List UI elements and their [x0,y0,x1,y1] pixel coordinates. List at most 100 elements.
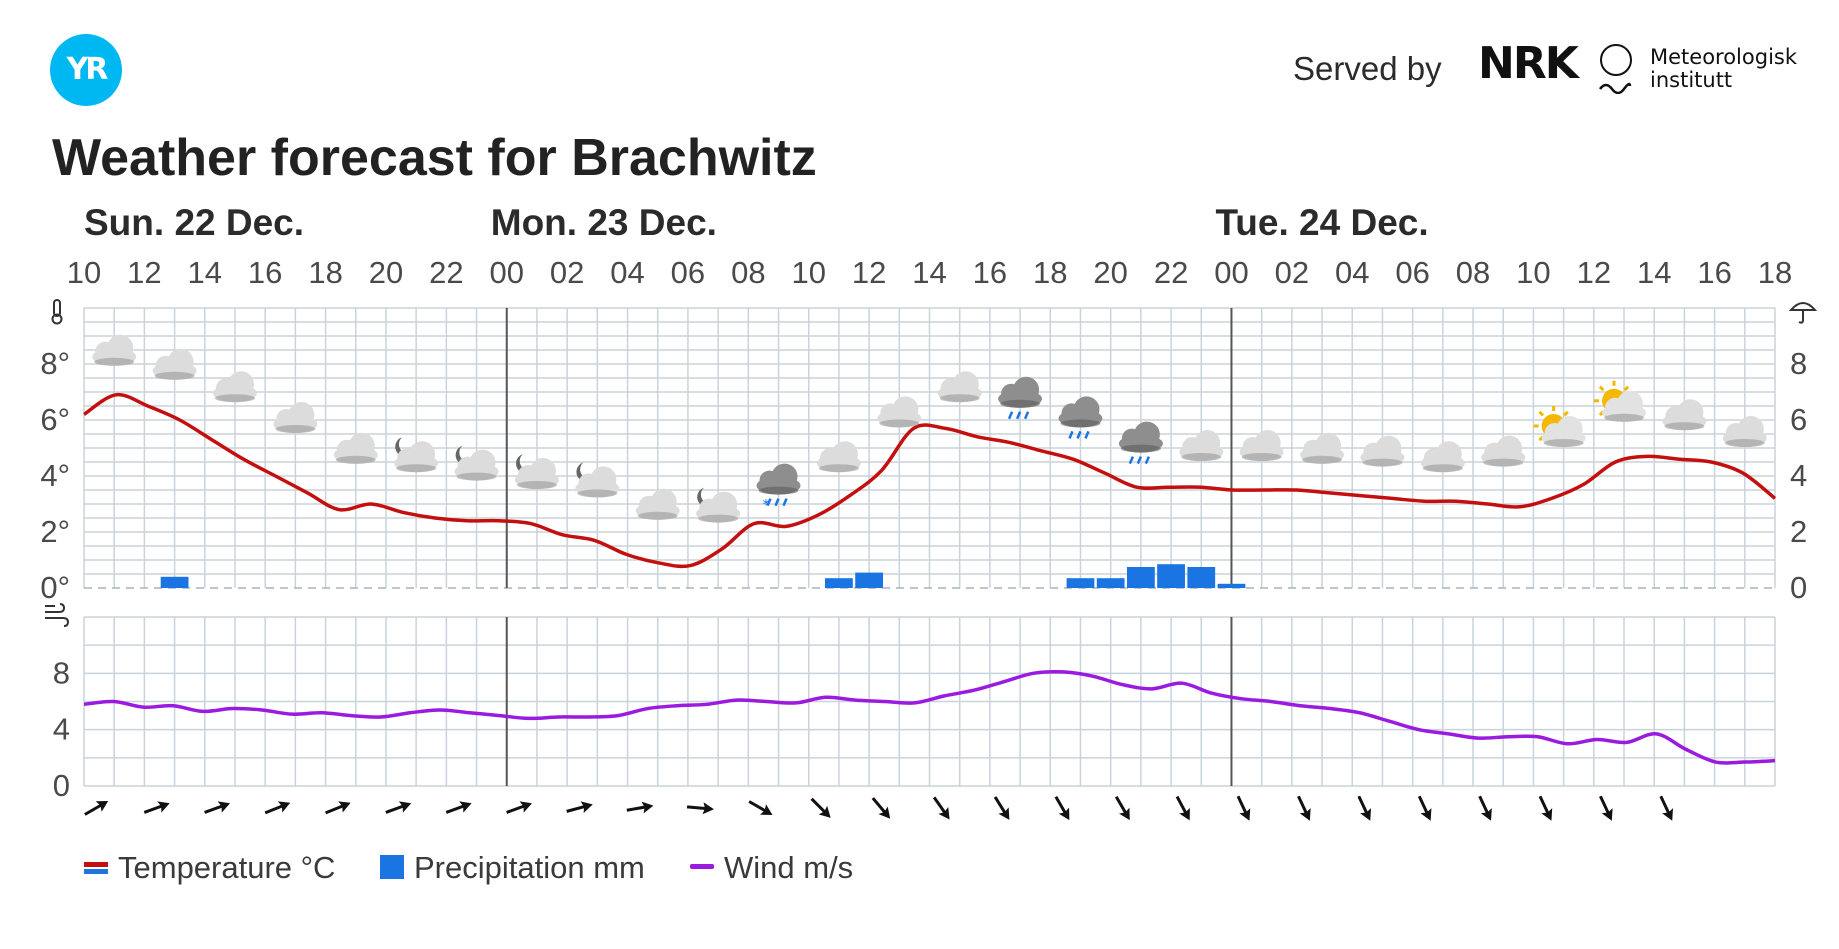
legend-label: Precipitation mm [414,850,645,885]
precipitation-bar [1066,578,1095,588]
partly-sunny-icon [1594,380,1647,422]
x-tick-label: 18 [1758,255,1792,290]
thermometer-tube [53,299,61,317]
precipitation-tick-label: 8 [1790,346,1807,381]
x-tick-label: 08 [731,255,765,290]
x-tick-label: 22 [1154,255,1188,290]
wind-arrow-shaft [204,803,225,814]
wind-arrow-shaft [325,803,346,815]
rain-drop [766,498,772,507]
wind-arrow-head [580,801,593,814]
wind-arrow-icon [871,797,891,819]
cloud-puff [469,449,496,476]
wind-arrow-icon [932,796,950,820]
umbrella-handle [1798,310,1804,324]
wind-arrow-shaft [445,803,467,814]
x-tick-label: 04 [610,255,644,290]
met-logo-text[interactable]: Meteorologisk institutt [1650,46,1797,92]
wind-arrow-head [1480,808,1492,821]
rain-drop [782,498,788,507]
temperature-tick-label: 8° [40,346,70,381]
cloudy-icon [1360,435,1405,467]
wind-arrow-head [702,802,714,815]
wind-arrow-icon [748,800,773,815]
partly-cloudy-night-icon [514,454,559,489]
wind-arrow-head [759,804,773,815]
wind-arrow-icon [1054,795,1070,821]
cloud-shadow [396,464,437,473]
met-wave-icon [1599,82,1632,94]
cloud-shadow [879,419,920,428]
wind-arrow-icon [566,801,593,814]
cloudy-icon [877,396,922,428]
precipitation-bar [160,576,189,588]
cloudy-icon [1300,432,1345,464]
precipitation-bar [1096,578,1125,588]
cloud-shadow [1483,458,1524,467]
cloud-puff [650,488,677,515]
served-by-label: Served by [1293,50,1442,87]
x-tick-label: 12 [852,255,886,290]
wind-arrow-shaft [84,802,104,816]
wind-arrow-head [1239,808,1251,821]
day-label: Sun. 22 Dec. [84,202,304,243]
temperature-tick-label: 4° [40,458,70,493]
cloud-puff [590,466,617,493]
wind-arrow-head [95,801,109,812]
day-label: Tue. 24 Dec. [1215,202,1428,243]
partly-cloudy-night-icon [696,487,741,523]
wind-arrow-shaft [932,796,948,816]
rain-icon [1058,396,1103,439]
cloud-puff [711,491,738,518]
wind-arrow-icon [1417,795,1432,821]
cloudy-icon [212,371,257,403]
x-tick-label: 04 [1335,255,1369,290]
wind-tick-label: 4 [53,712,70,747]
cloud-puff [1133,421,1160,448]
rain-drop [1144,456,1151,465]
rain-icon [998,376,1043,420]
rain-drop [1068,430,1074,439]
wind-arrow-head [217,801,231,813]
wind-arrow-shaft [143,803,165,814]
precipitation-bar [1187,567,1216,588]
legend-swatch-wind [690,864,714,869]
nrk-logo[interactable]: NRK [1478,38,1579,89]
wind-arrow-head [1058,807,1070,821]
cloud-shadow [818,464,859,473]
yr-logo[interactable]: YR [50,34,122,106]
temperature-tick-label: 6° [40,402,70,437]
wind-arrow-head [1601,808,1613,821]
day-label: Mon. 23 Dec. [491,202,717,243]
wind-arrow-head [998,807,1010,820]
rain-drop [1136,456,1143,465]
thermometer-bulb [51,313,63,325]
x-tick-label: 00 [490,255,524,290]
cloud-shadow [1724,439,1765,447]
cloudy-icon [333,432,378,464]
cloudy-icon [1662,399,1707,431]
temperature-tick-label: 0° [40,570,70,605]
wind-arrow-shaft [566,804,588,813]
cloud-puff [831,441,858,468]
x-tick-label: 14 [188,255,222,290]
cloud-puff [529,458,556,484]
x-tick-label: 16 [1697,255,1731,290]
wind-arrow-shaft [810,797,828,815]
cloud-shadow [275,425,316,433]
cloud-shadow [1241,453,1282,461]
wind-arrow-icon [264,801,291,815]
cloud-shadow [1120,444,1161,453]
cloudy-icon [1239,430,1284,461]
wind-arrow-shaft [1175,795,1189,816]
cloud-puff [167,348,194,375]
wind-arrow-shaft [993,796,1008,816]
wind-direction-row [84,795,1673,821]
wind-arrow-head [1299,808,1311,821]
partly-cloudy-night-icon [454,445,499,481]
cloudy-icon [635,488,680,520]
snowflake: * [763,498,770,514]
wind-arrow-head [1541,808,1553,821]
cloud-puff [1496,435,1523,462]
cloud-shadow [637,511,678,520]
